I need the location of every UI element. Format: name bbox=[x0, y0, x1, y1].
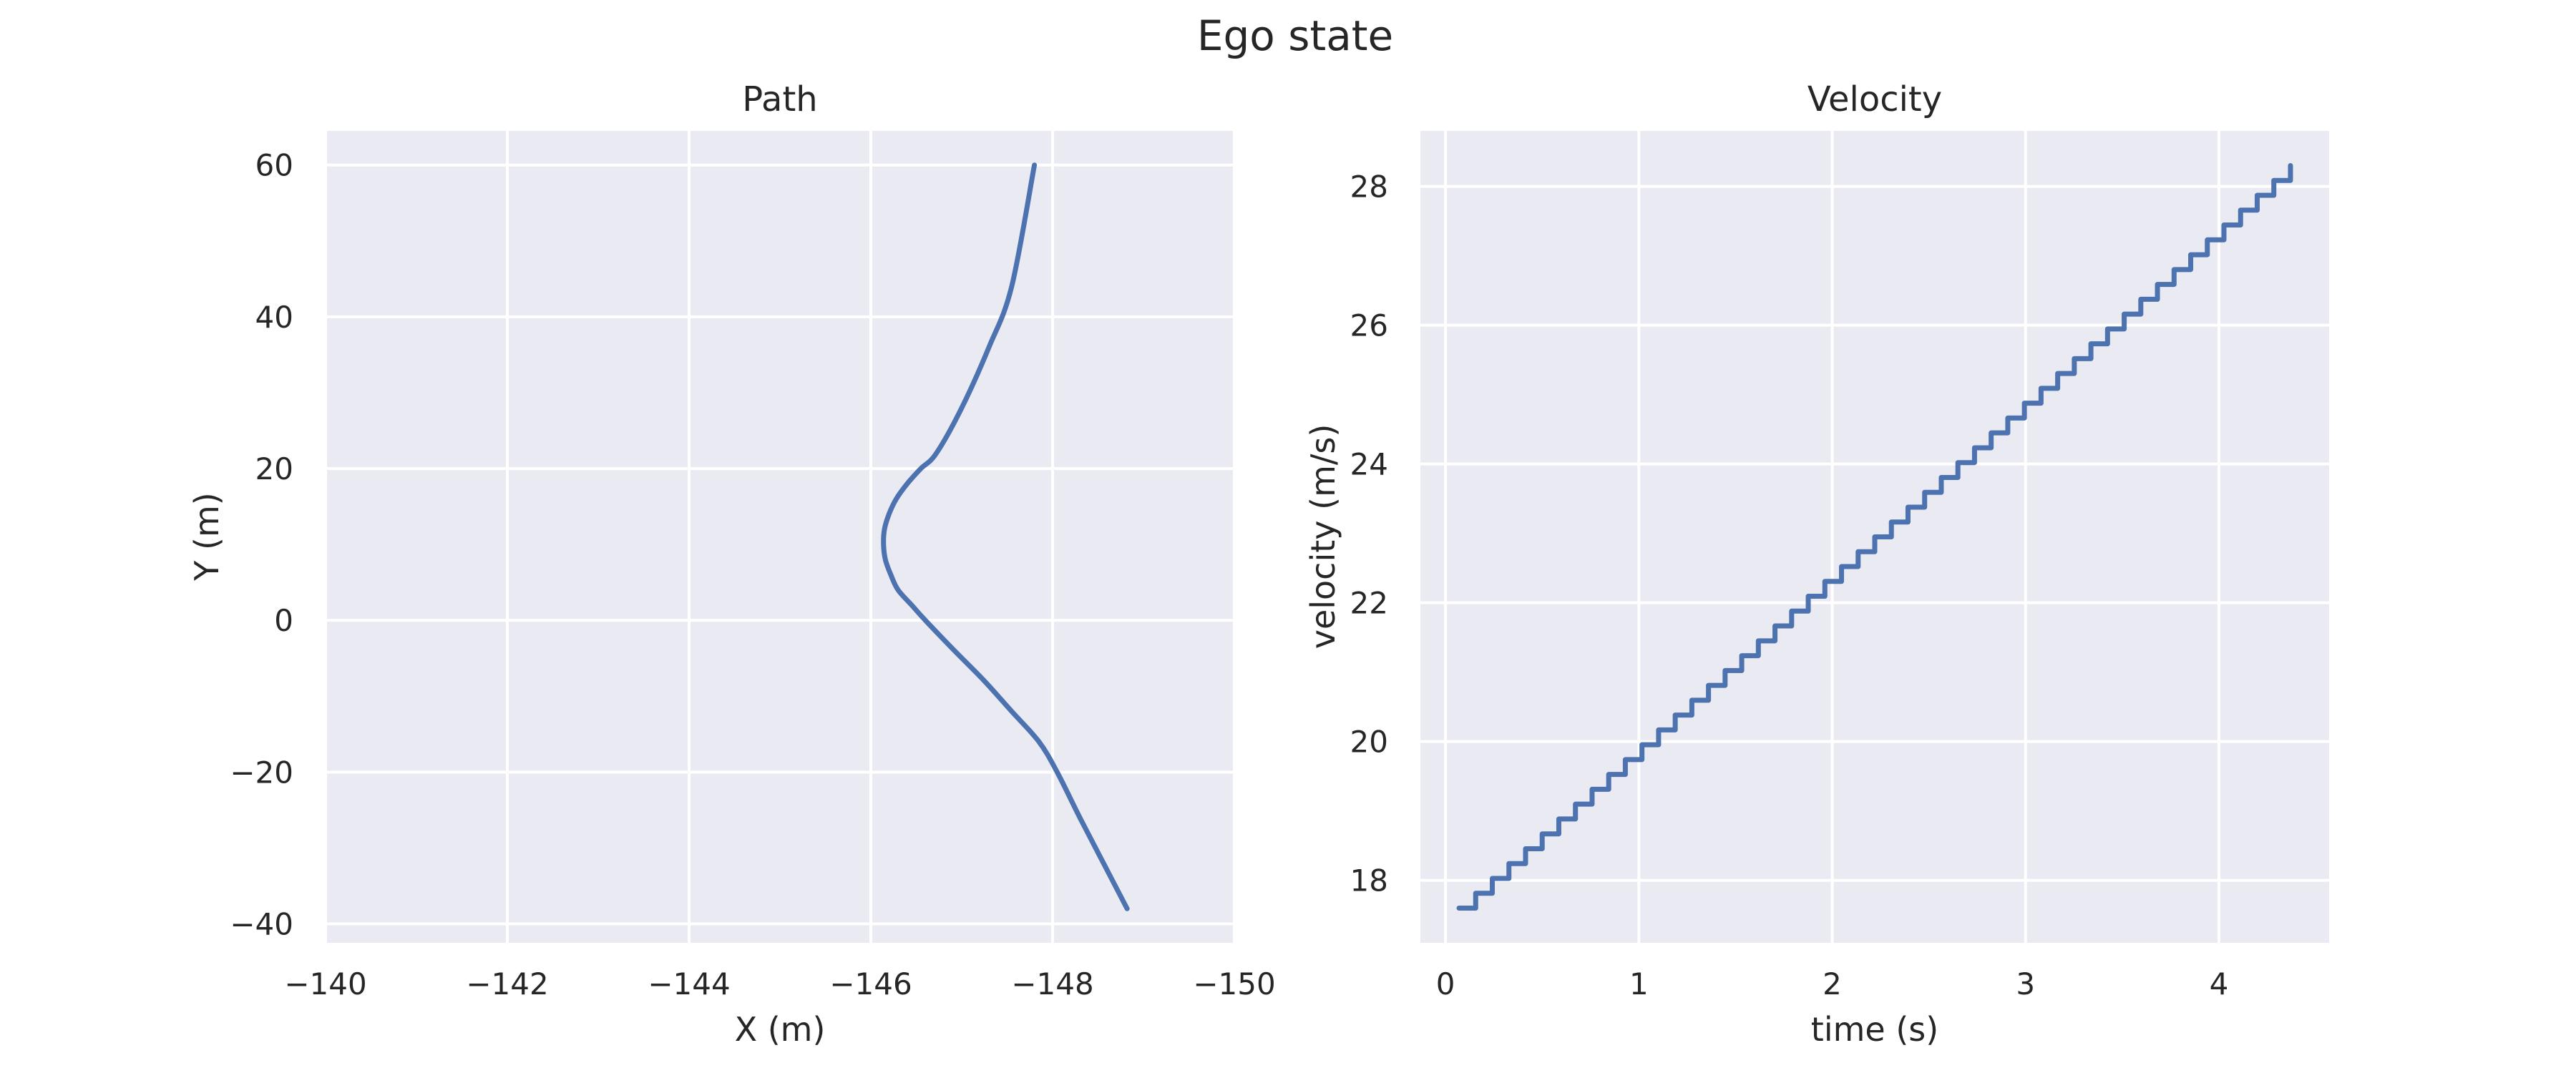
vel-y-tick-label: 18 bbox=[1350, 863, 1388, 898]
path-x-tick-label: −142 bbox=[466, 966, 548, 1001]
path-chart: −140 −142 −144 −146 −148 −150 −40 −20 0 20 40 60 P… bbox=[187, 79, 1276, 1049]
vel-y-tick-label: 24 bbox=[1350, 447, 1388, 482]
velocity-y-axis-label: velocity (m/s) bbox=[1304, 424, 1342, 650]
path-x-tick-label: −140 bbox=[284, 966, 366, 1001]
path-x-tick-label: −146 bbox=[829, 966, 912, 1001]
path-y-axis-label: Y (m) bbox=[187, 492, 226, 581]
vel-x-tick-label: 0 bbox=[1436, 966, 1455, 1001]
path-y-tick-label: 20 bbox=[255, 451, 293, 486]
path-x-tick-label: −150 bbox=[1193, 966, 1275, 1001]
path-y-tick-label: 60 bbox=[255, 148, 293, 183]
path-gridlines bbox=[324, 131, 1236, 943]
velocity-y-tick-labels: 18 20 22 24 26 28 bbox=[1350, 170, 1388, 898]
vel-y-tick-label: 26 bbox=[1350, 308, 1388, 343]
velocity-chart: 0 1 2 3 4 18 20 22 24 26 28 Velocity time (s) vel… bbox=[1304, 79, 2329, 1049]
figure-title: Ego state bbox=[1197, 11, 1393, 60]
vel-x-tick-label: 2 bbox=[1823, 966, 1842, 1001]
path-x-tick-label: −148 bbox=[1011, 966, 1093, 1001]
path-x-tick-labels: −140 −142 −144 −146 −148 −150 bbox=[284, 966, 1275, 1001]
velocity-gridlines bbox=[1420, 131, 2329, 943]
vel-y-tick-label: 22 bbox=[1350, 586, 1388, 621]
path-y-tick-label: 0 bbox=[274, 603, 293, 638]
velocity-chart-title: Velocity bbox=[1807, 79, 1942, 119]
path-x-axis-label: X (m) bbox=[735, 1010, 826, 1049]
vel-x-tick-label: 1 bbox=[1629, 966, 1649, 1001]
path-y-tick-labels: −40 −20 0 20 40 60 bbox=[230, 148, 293, 942]
vel-x-tick-label: 3 bbox=[2016, 966, 2035, 1001]
velocity-x-tick-labels: 0 1 2 3 4 bbox=[1436, 966, 2229, 1001]
path-y-tick-label: −40 bbox=[230, 906, 293, 941]
path-plot-area bbox=[326, 131, 1234, 943]
path-series-line bbox=[881, 162, 1130, 911]
vel-x-tick-label: 4 bbox=[2210, 966, 2229, 1001]
path-chart-title: Path bbox=[742, 79, 817, 119]
path-y-tick-label: 40 bbox=[255, 300, 293, 335]
path-x-tick-label: −144 bbox=[648, 966, 730, 1001]
path-y-tick-label: −20 bbox=[230, 755, 293, 790]
velocity-series-line bbox=[1456, 163, 2293, 911]
vel-y-tick-label: 20 bbox=[1350, 725, 1388, 760]
vel-y-tick-label: 28 bbox=[1350, 170, 1388, 205]
velocity-x-axis-label: time (s) bbox=[1811, 1010, 1938, 1049]
